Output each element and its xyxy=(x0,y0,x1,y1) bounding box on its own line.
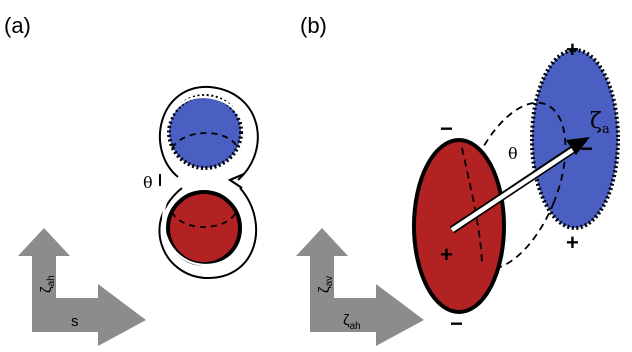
panel-a-vertical-arrow xyxy=(18,228,70,320)
panel-b-vector-label: ζa xyxy=(590,109,610,137)
panel-b-sign-blue-bottom: + xyxy=(566,230,579,255)
panel-a-horizontal-arrow-label: s xyxy=(71,313,79,330)
panel-b-sign-red-center: + xyxy=(440,242,453,267)
panel-a-theta: θ xyxy=(143,173,153,192)
panel-b-sign-red-top: − xyxy=(440,116,453,141)
panel-b-dashed-orbit xyxy=(459,101,567,271)
panel-a-blue-inner-ring xyxy=(163,95,248,176)
panel-b-vector-body xyxy=(450,147,576,232)
panel-b-vector-head xyxy=(566,137,590,155)
panel-a-red-inner-ring xyxy=(162,185,248,267)
panel-a-red-dashed-arc xyxy=(171,211,237,228)
panel-a-red-disk xyxy=(166,190,242,266)
panel-a-orbit-outer xyxy=(158,85,259,181)
panel-b-label: (b) xyxy=(300,13,327,38)
panel-a-blue-dashed-arc xyxy=(171,132,239,149)
panel-a-horizontal-arrow xyxy=(32,284,146,346)
panel-a-rotation-arrowhead xyxy=(227,172,245,189)
panel-a-orbit-lower xyxy=(158,187,258,280)
panel-b-red-dashed-arc xyxy=(461,147,483,263)
panel-a-label: (a) xyxy=(4,13,31,38)
panel-b-horizontal-arrow xyxy=(310,284,424,346)
panel-b-sign-red-bottom: − xyxy=(450,311,463,336)
panel-a-vertical-arrow-label: ζah xyxy=(38,275,57,293)
panel-a-blue-disk xyxy=(167,94,243,170)
panel-b-theta: θ xyxy=(508,144,518,163)
panel-b-horizontal-arrow-label: ζah xyxy=(343,312,361,332)
panel-b-vertical-arrow-label: ζav xyxy=(316,276,335,293)
panel-b-sign-blue-center: − xyxy=(580,136,593,161)
panel-b-sign-blue-top: + xyxy=(566,37,579,62)
panel-b-vertical-arrow xyxy=(296,228,348,320)
